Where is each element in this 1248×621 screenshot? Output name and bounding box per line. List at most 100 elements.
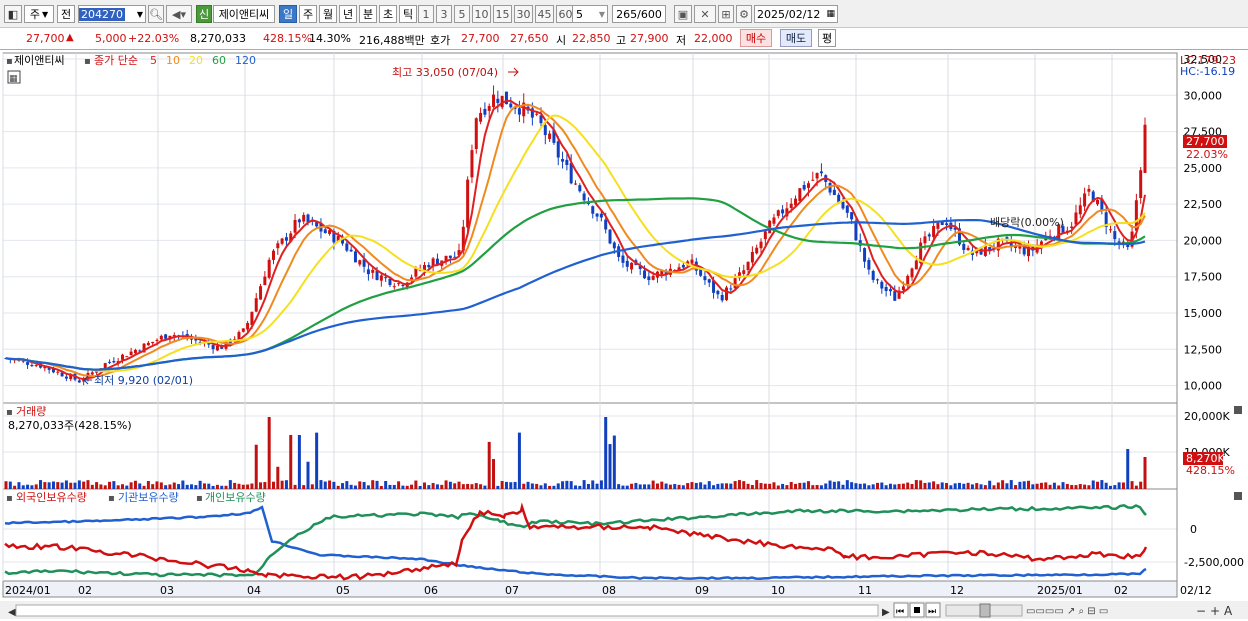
candle-body <box>750 251 754 263</box>
candle-body <box>146 342 150 346</box>
volume-bar <box>828 480 832 489</box>
panel-close-icon[interactable] <box>1234 406 1242 414</box>
candle-body <box>638 266 642 270</box>
volume-bar <box>660 481 664 489</box>
x-axis-label: 08 <box>602 584 616 597</box>
candle-body <box>768 220 772 234</box>
window-menu-icon[interactable]: ◧ <box>4 5 22 23</box>
ma-line-20 <box>5 114 1146 373</box>
prefix-button[interactable]: 전 <box>57 5 75 23</box>
volume-bar <box>668 484 672 489</box>
candle-body <box>1057 224 1061 239</box>
tab-year[interactable]: 년 <box>339 5 357 23</box>
volume-bar <box>871 484 875 489</box>
speaker-icon[interactable]: ◀︎▾ <box>166 5 192 23</box>
buy-button[interactable]: 매수 <box>740 29 772 47</box>
candle-body <box>422 264 426 271</box>
candle-body <box>940 221 944 226</box>
search-icon[interactable]: 🔍︎ <box>148 5 164 23</box>
period-select[interactable]: 주 ▼ <box>24 5 54 23</box>
interval-45[interactable]: 45 <box>535 5 554 23</box>
low-price: 22,000 <box>694 32 733 45</box>
candle-body <box>504 91 508 105</box>
zoom-out-icon[interactable]: − <box>1196 604 1206 618</box>
font-a-icon[interactable]: A <box>1224 604 1233 618</box>
interval-1[interactable]: 1 <box>418 5 434 23</box>
scroll-right-icon[interactable]: ▶ <box>882 607 890 618</box>
candle-body <box>138 350 142 352</box>
interval-3[interactable]: 3 <box>436 5 452 23</box>
panel-close-icon[interactable] <box>1234 492 1242 500</box>
stock-code-input[interactable]: 204270 ▼ <box>78 5 146 23</box>
tab-tick[interactable]: 틱 <box>399 5 417 23</box>
candle-body <box>1074 212 1078 225</box>
scroll-left-icon[interactable]: ◀ <box>8 607 16 618</box>
candle-body <box>707 279 711 283</box>
calendar-icon[interactable]: ▦ <box>826 9 835 19</box>
scroll-track[interactable] <box>15 604 879 617</box>
chart-type-icon[interactable]: ▣ <box>674 5 692 23</box>
volume-bar <box>103 485 107 489</box>
candle-body <box>95 371 99 373</box>
candle-body <box>375 270 379 281</box>
volume-bar <box>664 483 668 489</box>
zoom-in-icon[interactable]: + <box>1210 604 1220 618</box>
volume-bar <box>82 481 86 489</box>
volume-bar <box>427 485 431 489</box>
interval-10[interactable]: 10 <box>472 5 491 23</box>
window-tile-icon[interactable]: ▭▭▭▭ ↗ ⌕ ⊟ ▭ <box>1026 606 1108 617</box>
candle-body <box>401 284 405 287</box>
volume-bar <box>120 484 124 489</box>
volume-bar <box>246 484 250 489</box>
tab-minute[interactable]: 분 <box>359 5 377 23</box>
volume-bar <box>802 482 806 489</box>
zoom-slider-thumb[interactable] <box>979 603 991 618</box>
last-page-icon[interactable] <box>925 602 941 618</box>
candle-body <box>1139 170 1143 199</box>
interval-input[interactable]: 5 ▼ <box>572 5 608 23</box>
interval-15[interactable]: 15 <box>493 5 512 23</box>
tab-second[interactable]: 초 <box>379 5 397 23</box>
volume-bar <box>759 483 763 489</box>
candle-body <box>435 258 439 265</box>
gear-icon[interactable]: ⚙ <box>736 5 752 23</box>
tab-week[interactable]: 주 <box>299 5 317 23</box>
volume-bar <box>21 485 25 489</box>
volume-bar <box>112 481 116 489</box>
interval-5[interactable]: 5 <box>454 5 470 23</box>
avg-button[interactable]: 평 <box>818 29 836 47</box>
first-page-icon[interactable] <box>893 602 909 618</box>
date-input[interactable]: 2025/02/12 ▦ <box>754 5 838 23</box>
candle-body <box>522 102 526 117</box>
quote-bar <box>0 28 1248 50</box>
volume-bar <box>530 483 534 489</box>
volume-bar <box>845 480 849 489</box>
volume-bar <box>233 482 237 489</box>
volume-bar <box>608 444 612 489</box>
table-icon[interactable] <box>7 70 21 84</box>
data-count-field[interactable]: 265/600 <box>612 5 666 23</box>
volume-bar <box>306 461 310 489</box>
volume-bar <box>677 484 681 489</box>
interval-30[interactable]: 30 <box>514 5 533 23</box>
volume-bar <box>919 480 923 489</box>
tab-day[interactable]: 일 <box>279 5 297 23</box>
candle-body <box>811 179 815 181</box>
draw-tool-icon[interactable]: ✕ <box>694 5 716 23</box>
chart-canvas[interactable]: 2024/01 02 03 04 05 06 07 08 09 10 11 12 2025/01 02 3… <box>0 51 1248 621</box>
candle-body <box>716 290 720 295</box>
sell-button[interactable]: 매도 <box>780 29 812 47</box>
volume-bar <box>358 481 362 489</box>
volume-bar <box>543 483 547 489</box>
volume-bar <box>349 484 353 489</box>
volume-bar <box>595 483 599 489</box>
crosshair-icon[interactable]: ⊞ <box>718 5 734 23</box>
candle-body <box>725 287 729 301</box>
candle-body <box>345 243 349 251</box>
volume-bar <box>897 483 901 489</box>
tab-month[interactable]: 월 <box>319 5 337 23</box>
volume-bar <box>1113 485 1117 489</box>
candle-body <box>271 250 275 260</box>
candle-body <box>250 311 254 326</box>
low-arrow-icon <box>83 375 92 385</box>
